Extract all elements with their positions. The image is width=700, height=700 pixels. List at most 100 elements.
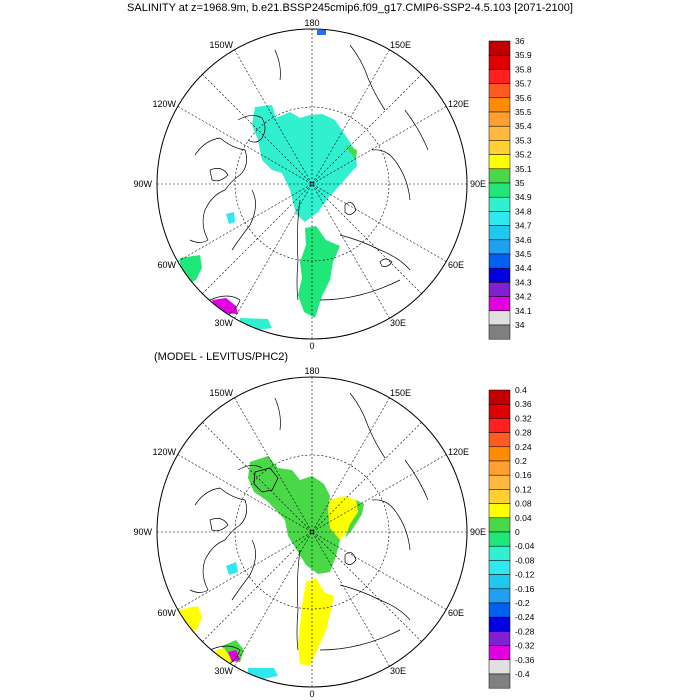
difference-colorbar-tick-label: 0.28 <box>515 428 532 438</box>
salinity-colorbar-swatch <box>488 225 511 241</box>
difference-colorbar-tick-label: -0.28 <box>515 626 535 636</box>
cyan-diff-patch-small <box>226 562 238 575</box>
difference-colorbar-tick-label: -0.12 <box>515 570 535 580</box>
difference-colorbar: 0.4 0.36 0.32 0.28 0.24 0.2 0.16 0.12 0.08 0.04 0 -… <box>488 385 535 689</box>
small-cyan-patch <box>226 212 235 224</box>
lon-label-90e: 90E <box>470 179 486 189</box>
lon-label-150e-b: 150E <box>390 388 411 398</box>
difference-colorbar-swatch <box>488 517 511 533</box>
lon-label-90w-b: 90W <box>133 527 152 537</box>
lon-label-90e-b: 90E <box>470 527 486 537</box>
salinity-colorbar-tick-label: 34.1 <box>515 306 532 316</box>
difference-colorbar-tick-label: 0.32 <box>515 413 532 423</box>
salinity-map: 180 0 90W 90E 150W 150E 120W 120E 60W 60… <box>133 18 486 351</box>
salinity-colorbar-tick-label: 34.7 <box>515 221 532 231</box>
difference-map: 180 0 90W 90E 150W 150E 120W 120E 60W 60… <box>133 366 486 699</box>
difference-colorbar-swatch <box>488 531 511 547</box>
salinity-colorbar-tick-label: 35.6 <box>515 93 532 103</box>
lon-label-30w-b: 30W <box>214 666 233 676</box>
arctic-basin-diff-region <box>248 456 340 574</box>
salinity-colorbar-tick-label: 36 <box>515 36 525 46</box>
map-boundary-bottom <box>156 376 468 688</box>
lon-label-60w: 60W <box>157 260 176 270</box>
lon-label-120w: 120W <box>152 99 176 109</box>
yellow-eastern-region <box>328 496 360 540</box>
salinity-colorbar-tick-label: 35.4 <box>515 121 532 131</box>
difference-colorbar-tick-label: -0.4 <box>515 669 530 679</box>
salinity-colorbar-swatch <box>488 211 511 226</box>
difference-colorbar-tick-label: 0.16 <box>515 470 532 480</box>
longitude-labels: 180 0 90W 90E 150W 150E 120W 120E 60W 60… <box>133 18 486 351</box>
salinity-colorbar: 36 35.9 35.8 35.7 35.6 35.5 35.4 35.3 35.2 35.1 35… <box>488 36 532 340</box>
difference-colorbar-swatch <box>488 489 511 504</box>
lon-label-180-b: 180 <box>304 366 319 376</box>
green-edge-region <box>345 145 357 160</box>
salinity-colorbar-tick-label: 34.6 <box>515 235 532 245</box>
lon-label-120w-b: 120W <box>152 447 176 457</box>
difference-colorbar-swatch <box>488 588 511 604</box>
salinity-colorbar-swatch <box>488 140 511 155</box>
difference-colorbar-swatch <box>488 631 511 646</box>
salinity-field <box>180 30 429 331</box>
salinity-colorbar-swatch <box>488 69 511 84</box>
difference-colorbar-tick-label: -0.36 <box>515 655 535 665</box>
difference-colorbar-tick-label: 0.12 <box>515 484 532 494</box>
salinity-colorbar-tick-label: 34.5 <box>515 249 532 259</box>
difference-colorbar-tick-label: 0.04 <box>515 513 532 523</box>
difference-colorbar-swatch <box>488 574 511 590</box>
lon-label-30w: 30W <box>214 318 233 328</box>
salinity-colorbar-tick-label: 34.3 <box>515 277 532 287</box>
difference-colorbar-tick-label: -0.08 <box>515 555 535 565</box>
salinity-colorbar-tick-label: 35.3 <box>515 135 532 145</box>
lon-label-60w-b: 60W <box>157 608 176 618</box>
atlantic-inflow-region <box>298 226 340 318</box>
difference-colorbar-swatch <box>488 418 511 433</box>
lon-label-150w: 150W <box>209 40 233 50</box>
lon-label-60e: 60E <box>448 260 464 270</box>
salinity-colorbar-tick-label: 34.8 <box>515 206 532 216</box>
difference-field <box>176 392 429 680</box>
salinity-colorbar-tick-label: 35.1 <box>515 164 532 174</box>
lon-label-30e-b: 30E <box>390 666 406 676</box>
green-edge-east <box>345 500 364 538</box>
salinity-colorbar-tick-label: 35.2 <box>515 150 532 160</box>
salinity-colorbar-swatch <box>488 296 511 312</box>
lat-lon-grid-bottom <box>157 377 467 687</box>
salinity-colorbar-swatch <box>488 83 511 99</box>
difference-colorbar-swatch <box>488 659 511 675</box>
salinity-colorbar-swatch <box>488 324 511 340</box>
atlantic-diff-region <box>298 578 334 666</box>
difference-colorbar-tick-label: 0.24 <box>515 442 532 452</box>
salinity-colorbar-tick-label: 34.2 <box>515 292 532 302</box>
contour-loop-region <box>253 467 279 493</box>
difference-colorbar-tick-label: -0.2 <box>515 598 530 608</box>
salinity-colorbar-tick-label: 35.8 <box>515 64 532 74</box>
difference-colorbar-tick-label: 0.36 <box>515 399 532 409</box>
cyan-diff-patch-south <box>248 668 278 680</box>
salinity-colorbar-tick-label: 34 <box>515 320 525 330</box>
salinity-colorbar-tick-label: 35.9 <box>515 50 532 60</box>
difference-colorbar-swatch <box>488 503 511 519</box>
salinity-colorbar-swatch <box>488 54 511 70</box>
magenta-diff-patch <box>228 650 240 662</box>
difference-colorbar-swatch <box>488 616 511 632</box>
lon-label-0-b: 0 <box>309 689 314 699</box>
lon-label-150e: 150E <box>390 40 411 50</box>
blue-patch <box>317 30 326 35</box>
difference-colorbar-swatch <box>488 602 511 618</box>
lat-lon-grid <box>157 29 467 339</box>
salinity-colorbar-swatch <box>488 154 511 170</box>
difference-colorbar-swatch <box>488 460 511 476</box>
difference-colorbar-tick-label: -0.24 <box>515 612 535 622</box>
lon-label-120e: 120E <box>448 99 469 109</box>
salinity-colorbar-swatch <box>488 239 511 255</box>
salinity-colorbar-tick-label: 35.5 <box>515 107 532 117</box>
difference-colorbar-tick-label: 0 <box>515 527 520 537</box>
salinity-colorbar-swatch <box>488 125 511 141</box>
lon-label-30e: 30E <box>390 318 406 328</box>
difference-colorbar-tick-label: -0.04 <box>515 541 535 551</box>
salinity-colorbar-tick-label: 34.4 <box>515 263 532 273</box>
salinity-colorbar-swatch <box>488 168 511 184</box>
difference-colorbar-tick-label: 0.08 <box>515 499 532 509</box>
